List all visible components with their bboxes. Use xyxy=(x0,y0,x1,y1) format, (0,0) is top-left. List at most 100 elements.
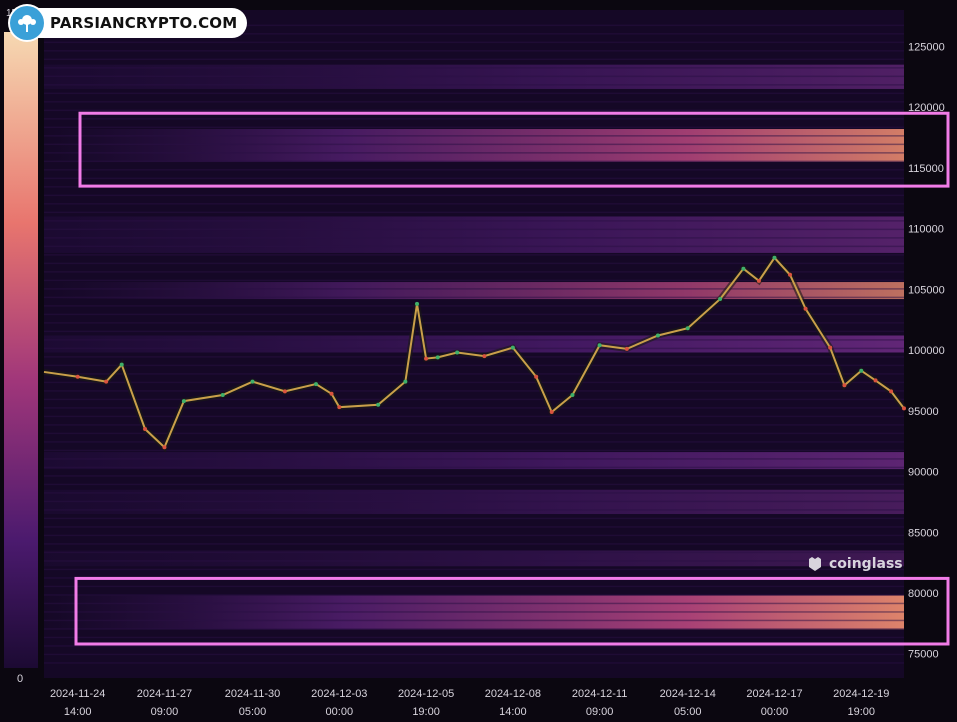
heat-stripe xyxy=(44,492,904,494)
y-tick-label: 95000 xyxy=(908,406,939,418)
x-tick-time: 00:00 xyxy=(761,706,789,718)
price-point xyxy=(873,378,878,383)
heat-stripe xyxy=(44,594,904,596)
x-tick-date: 2024-12-08 xyxy=(485,688,541,700)
heat-band xyxy=(44,282,904,300)
price-point xyxy=(181,399,186,404)
heat-stripe xyxy=(44,101,904,103)
price-point xyxy=(655,333,660,338)
heat-stripe xyxy=(44,313,904,316)
x-tick-date: 2024-12-19 xyxy=(833,688,889,700)
heat-stripe xyxy=(44,305,904,307)
price-point xyxy=(104,379,109,384)
brand-badge: PARSIANCRYPTO.COM xyxy=(10,6,248,40)
price-point xyxy=(455,350,460,355)
price-point xyxy=(624,346,629,351)
coinglass-label: coinglass xyxy=(829,556,903,572)
heat-stripe xyxy=(44,143,904,146)
highlighted-zones xyxy=(74,111,950,646)
x-tick-time: 00:00 xyxy=(326,706,354,718)
x-tick-time: 05:00 xyxy=(239,706,267,718)
x-tick-time: 05:00 xyxy=(674,706,702,718)
x-tick-time: 19:00 xyxy=(412,706,440,718)
heat-stripe xyxy=(44,517,904,520)
y-tick-label: 105000 xyxy=(908,284,945,296)
price-point xyxy=(828,345,833,350)
price-point xyxy=(329,391,334,396)
heat-stripe xyxy=(44,347,904,350)
heat-stripe xyxy=(44,534,904,537)
price-point xyxy=(403,379,408,384)
price-point xyxy=(803,306,808,311)
price-point xyxy=(788,272,793,277)
x-tick-time: 19:00 xyxy=(847,706,875,718)
heat-stripe xyxy=(44,160,904,163)
price-point xyxy=(220,393,225,398)
price-point xyxy=(143,427,148,432)
heat-stripe xyxy=(44,509,904,511)
heat-stripe xyxy=(44,466,904,469)
heat-stripe xyxy=(44,628,904,630)
heat-stripe xyxy=(44,203,904,205)
colorbar-min-label: 0 xyxy=(17,673,23,685)
price-point xyxy=(889,389,894,394)
heat-stripe xyxy=(44,543,904,545)
heat-stripe xyxy=(44,398,904,401)
heat-stripe xyxy=(44,645,904,647)
heat-band xyxy=(44,335,904,353)
highlight-zone xyxy=(74,576,950,646)
price-point xyxy=(250,379,255,384)
heat-stripe xyxy=(44,551,904,554)
heat-stripe xyxy=(44,169,904,171)
price-point xyxy=(549,410,554,415)
heat-stripe xyxy=(44,135,904,137)
heat-stripe xyxy=(44,653,904,656)
heat-stripe xyxy=(44,330,904,333)
heat-stripe xyxy=(44,483,904,486)
heat-stripe xyxy=(44,92,904,95)
x-tick-date: 2024-12-03 xyxy=(311,688,367,700)
heat-stripe xyxy=(44,619,904,622)
coinglass-watermark: coinglass xyxy=(806,555,903,573)
y-tick-label: 125000 xyxy=(908,41,945,53)
y-tick-label: 75000 xyxy=(908,649,939,661)
heat-stripe xyxy=(44,560,904,562)
x-tick-date: 2024-12-11 xyxy=(572,688,627,700)
price-line xyxy=(43,256,905,449)
price-point xyxy=(772,255,777,260)
heat-stripe xyxy=(44,339,904,341)
brand-name: PARSIANCRYPTO.COM xyxy=(50,14,238,32)
heat-stripe xyxy=(44,296,904,299)
heat-band xyxy=(44,216,904,253)
price-point xyxy=(282,389,287,394)
price-point xyxy=(75,374,80,379)
price-point xyxy=(534,374,539,379)
heat-stripe xyxy=(44,177,904,180)
heat-band xyxy=(44,129,904,162)
colorbar xyxy=(4,32,38,668)
y-tick-label: 80000 xyxy=(908,588,939,600)
heat-stripe xyxy=(44,636,904,639)
price-point xyxy=(597,343,602,348)
heat-stripe xyxy=(44,118,904,120)
heat-stripe xyxy=(44,432,904,435)
heat-stripe xyxy=(44,211,904,214)
price-point xyxy=(162,445,167,450)
heat-stripe xyxy=(44,585,904,588)
heat-stripe xyxy=(44,424,904,426)
heat-stripe xyxy=(44,458,904,460)
heat-stripe xyxy=(44,449,904,452)
heat-stripe xyxy=(44,41,904,44)
heat-stripe xyxy=(44,526,904,528)
price-point xyxy=(415,301,420,306)
heat-band xyxy=(44,452,904,470)
heat-stripe xyxy=(44,75,904,78)
heat-stripe xyxy=(44,415,904,418)
price-point xyxy=(741,266,746,271)
heat-stripe xyxy=(44,271,904,273)
heat-stripe xyxy=(44,662,904,664)
price-point xyxy=(685,326,690,331)
heat-stripe xyxy=(44,126,904,129)
x-tick-time: 09:00 xyxy=(586,706,614,718)
price-point xyxy=(313,382,318,387)
